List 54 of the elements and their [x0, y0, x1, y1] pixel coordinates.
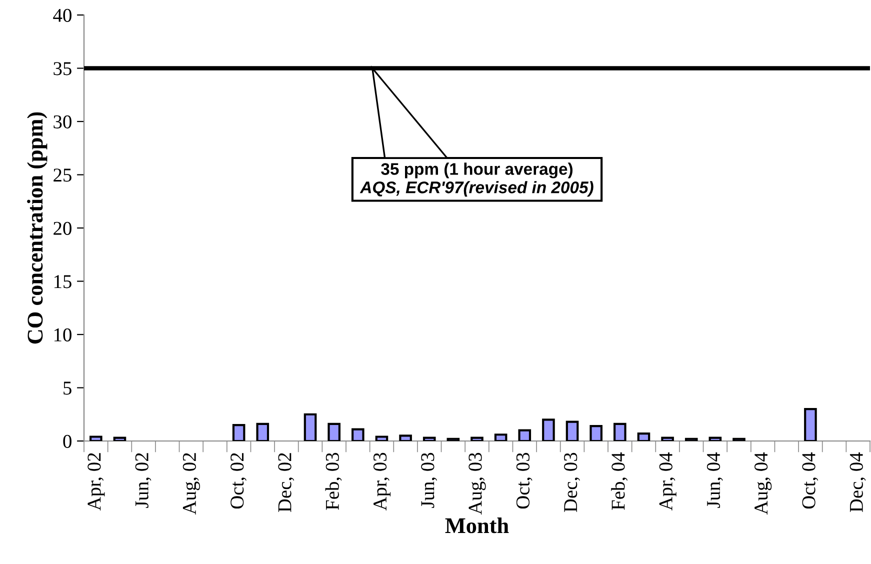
x-tick-label: Aug, 03	[468, 452, 486, 515]
y-axis-title: CO concentration (ppm)	[27, 112, 48, 344]
bar	[90, 436, 102, 441]
bar	[661, 436, 674, 441]
bar	[470, 436, 484, 441]
y-tick-label: 20	[54, 222, 72, 235]
x-tick-label: Jun, 04	[706, 452, 723, 508]
y-tick-label: 25	[54, 168, 72, 182]
bar	[352, 428, 364, 441]
bar	[113, 436, 126, 441]
x-tick-label: Apr, 02	[88, 453, 105, 511]
y-tick-label: 5	[64, 382, 72, 395]
bar	[804, 408, 817, 441]
annotation: AQS, ECR'97(revised in 2005)	[360, 181, 594, 197]
bar	[637, 432, 650, 441]
x-axis-title: Month	[445, 518, 509, 534]
bar	[375, 436, 388, 441]
y-tick-label: 40	[53, 8, 72, 22]
x-tick-label: Feb, 04	[611, 452, 628, 510]
ref-line-label: 35 ppm (1 hour average)	[381, 162, 573, 178]
bar	[566, 420, 579, 441]
bar	[422, 436, 436, 441]
x-tick-label: Oct, 04	[802, 452, 818, 509]
x-tick-label: Oct, 03	[516, 452, 532, 509]
x-tick-label: Jun, 02	[135, 453, 152, 508]
y-tick-label: 10	[54, 328, 72, 342]
x-tick-label: Oct, 02	[230, 453, 246, 509]
x-tick-label: Aug, 02	[182, 453, 200, 515]
x-tick-label: Feb, 03	[325, 452, 342, 510]
x-tick-label: Apr, 04	[659, 452, 676, 511]
y-tick-label: 35	[54, 62, 72, 76]
bar	[708, 436, 722, 441]
x-tick-label: Jun, 03	[421, 452, 438, 508]
bar	[732, 438, 746, 441]
bar	[684, 438, 698, 441]
bar	[232, 424, 246, 441]
bar	[542, 418, 555, 441]
bar	[304, 413, 317, 441]
bar	[256, 422, 270, 441]
y-tick-label: 15	[54, 275, 72, 288]
bar	[518, 429, 532, 441]
y-tick-label: 30	[54, 115, 72, 128]
x-tick-label: Apr, 03	[373, 452, 391, 511]
x-tick-label: Aug, 04	[754, 452, 772, 515]
y-tick-label: 0	[63, 434, 72, 448]
x-tick-label: Dec, 04	[850, 452, 866, 512]
bar	[399, 434, 412, 441]
x-tick-label: Dec, 03	[564, 452, 580, 512]
bar	[494, 434, 508, 441]
bar	[446, 438, 460, 441]
bar	[328, 422, 340, 441]
bar	[590, 425, 602, 441]
x-tick-label: Dec, 02	[278, 453, 294, 512]
bar	[614, 422, 626, 441]
